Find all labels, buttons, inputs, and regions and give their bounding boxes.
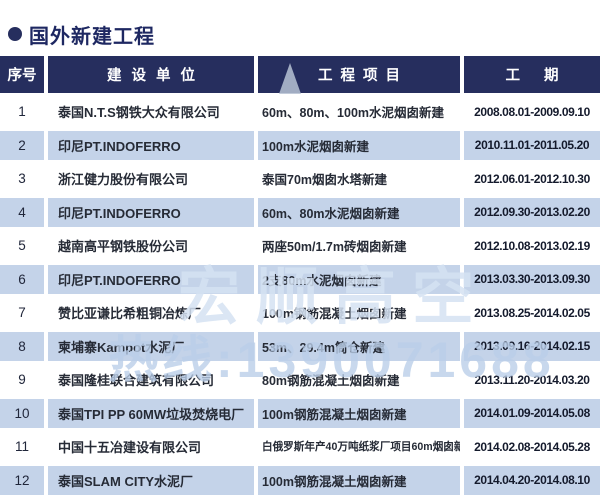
cell-project: 泰国70m烟囱水塔新建	[262, 173, 388, 188]
cell-company: 印尼PT.INDOFERRO	[48, 262, 254, 296]
cell-serial: 7	[18, 305, 26, 321]
cell-company: 泰国SLAM CITY水泥厂	[48, 463, 254, 497]
column-header-project: 工程项目	[258, 56, 460, 93]
cell-serial: 5	[18, 238, 26, 254]
column-header-company: 建设单位	[48, 56, 254, 93]
cell-period: 2013.09.16-2014.02.15	[464, 329, 600, 363]
cell-serial: 4	[0, 195, 44, 229]
column-header-serial: 序号	[0, 56, 44, 93]
cell-serial: 8	[0, 329, 44, 363]
cell-period: 2008.08.01-2009.09.10	[474, 104, 590, 119]
cell-company: 印尼PT.INDOFERRO	[48, 195, 254, 229]
cell-period: 2013.11.20-2014.03.20	[474, 372, 590, 387]
cell-serial: 12	[0, 463, 44, 497]
cell-serial: 2	[0, 128, 44, 162]
cell-period: 2013.03.30-2013.09.30	[464, 262, 600, 296]
cell-project: 80m钢筋混凝土烟囱新建	[262, 374, 400, 389]
cell-project: 100m钢筋混凝土烟囱新建	[262, 307, 407, 322]
projects-table: 序号 建设单位 工程项目 工期 1 泰国N.T.S钢铁大众有限公司 60m、80m、…	[0, 56, 600, 497]
cell-project: 53m、29.4m筒仓新建	[258, 329, 460, 363]
cell-serial: 11	[14, 439, 29, 455]
cell-period: 2013.08.25-2014.02.05	[474, 305, 590, 320]
cell-period: 2014.02.08-2014.05.28	[474, 439, 590, 454]
cell-period: 2014.04.20-2014.08.10	[464, 463, 600, 497]
cell-serial: 9	[18, 372, 26, 388]
cell-project: 60m、80m、100m水泥烟囱新建	[262, 106, 445, 121]
cell-period: 2012.10.08-2013.02.19	[474, 238, 590, 253]
cell-project: 白俄罗斯年产40万吨纸浆厂项目60m烟囱新建	[262, 441, 460, 454]
cell-serial: 1	[18, 104, 26, 120]
cell-project: 100m钢筋混凝土烟囱新建	[258, 463, 460, 497]
section-title-row: 国外新建工程	[0, 0, 600, 54]
column-header-period: 工期	[464, 56, 600, 93]
cell-company: 柬埔寨Kampot水泥厂	[48, 329, 254, 363]
cell-company: 赞比亚谦比希粗铜冶炼厂	[58, 306, 202, 322]
cell-company: 浙江健力股份有限公司	[58, 172, 189, 188]
cell-company: 泰国隆桂联合建筑有限公司	[58, 373, 215, 389]
cell-project: 2支80m水泥烟囱新建	[258, 262, 460, 296]
page-title: 国外新建工程	[29, 25, 155, 48]
cell-period: 2014.01.09-2014.05.08	[464, 396, 600, 430]
bullet-icon	[8, 27, 22, 41]
cell-serial: 10	[0, 396, 44, 430]
cell-project: 100m钢筋混凝土烟囱新建	[258, 396, 460, 430]
cell-period: 2010.11.01-2011.05.20	[464, 128, 600, 162]
cell-project: 两座50m/1.7m砖烟囱新建	[262, 240, 407, 255]
cell-company: 印尼PT.INDOFERRO	[48, 128, 254, 162]
cell-company: 中国十五冶建设有限公司	[58, 440, 202, 456]
cell-company: 越南高平钢铁股份公司	[58, 239, 189, 255]
cell-project: 100m水泥烟囱新建	[258, 128, 460, 162]
cell-serial: 6	[0, 262, 44, 296]
cell-period: 2012.09.30-2013.02.20	[464, 195, 600, 229]
cell-company: 泰国TPI PP 60MW垃圾焚烧电厂	[48, 396, 254, 430]
cell-serial: 3	[18, 171, 26, 187]
cell-company: 泰国N.T.S钢铁大众有限公司	[58, 105, 220, 121]
cell-project: 60m、80m水泥烟囱新建	[258, 195, 460, 229]
cell-period: 2012.06.01-2012.10.30	[474, 171, 590, 186]
